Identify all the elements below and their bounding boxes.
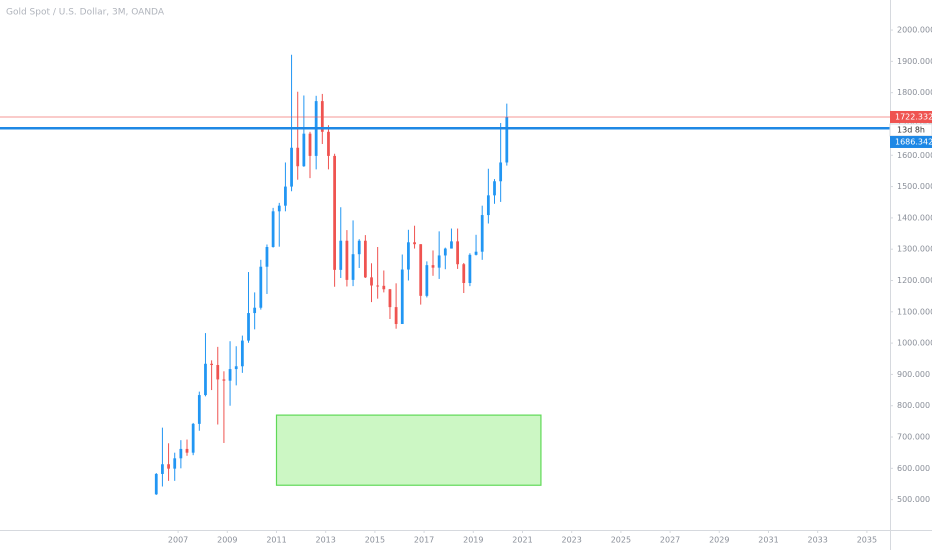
x-tick-label: 2025 bbox=[611, 536, 631, 545]
candle-body bbox=[431, 265, 435, 268]
candle-body bbox=[253, 307, 257, 314]
candle-body bbox=[185, 448, 189, 453]
candle-body bbox=[370, 277, 373, 286]
x-tick-label: 2011 bbox=[266, 536, 286, 545]
candle-body bbox=[407, 242, 410, 270]
candle-body bbox=[363, 240, 367, 278]
candle-body bbox=[394, 307, 398, 325]
candle-body bbox=[400, 269, 404, 325]
y-tick-label: 600.000 bbox=[897, 464, 930, 473]
x-tick-label: 2027 bbox=[660, 536, 680, 545]
x-tick-label: 2023 bbox=[562, 536, 582, 545]
candle-body bbox=[493, 181, 496, 196]
candle-body bbox=[505, 117, 509, 163]
candle-body bbox=[191, 423, 195, 453]
x-tick-label: 2007 bbox=[168, 536, 188, 545]
candle-body bbox=[351, 254, 355, 280]
candle-body bbox=[456, 241, 459, 265]
price-label-box bbox=[890, 110, 932, 123]
x-tick-label: 2021 bbox=[512, 536, 532, 545]
candle-body bbox=[327, 131, 330, 156]
candle-body bbox=[179, 448, 183, 459]
y-tick-label: 1800.000 bbox=[897, 88, 932, 97]
chart-title: Gold Spot / U.S. Dollar, 3M, OANDA bbox=[6, 8, 165, 18]
candle-body bbox=[450, 241, 453, 249]
candle-body bbox=[234, 366, 238, 370]
y-tick-label: 1900.000 bbox=[897, 57, 932, 66]
candle-body bbox=[240, 340, 244, 367]
price-label: 1722.332 bbox=[895, 112, 932, 121]
candle-body bbox=[345, 240, 349, 280]
candle-body bbox=[296, 147, 300, 167]
candle-body bbox=[216, 365, 220, 380]
x-tick-label: 2033 bbox=[807, 536, 827, 545]
candle-body bbox=[339, 240, 343, 270]
y-tick-label: 800.000 bbox=[897, 401, 930, 410]
x-tick-label: 2029 bbox=[709, 536, 729, 545]
y-tick-label: 900.000 bbox=[897, 370, 930, 379]
x-tick-label: 2015 bbox=[365, 536, 385, 545]
candle-body bbox=[413, 242, 416, 245]
candle-body bbox=[499, 162, 503, 182]
candle-body bbox=[462, 264, 466, 284]
candle-body bbox=[167, 464, 170, 469]
candle-body bbox=[210, 363, 213, 366]
y-tick-label: 700.000 bbox=[897, 433, 930, 442]
x-tick-label: 2017 bbox=[414, 536, 434, 545]
candle-body bbox=[222, 379, 226, 381]
y-tick-label: 1600.000 bbox=[897, 151, 932, 160]
candle-body bbox=[290, 147, 293, 187]
candle-body bbox=[154, 473, 158, 495]
candle-body bbox=[247, 313, 250, 341]
candle-body bbox=[474, 251, 478, 255]
x-tick-label: 2013 bbox=[316, 536, 336, 545]
x-tick-label: 2031 bbox=[758, 536, 778, 545]
candle-body bbox=[204, 363, 207, 396]
countdown-label: 13d 8h bbox=[897, 125, 925, 134]
candle-body bbox=[443, 248, 447, 256]
candle-body bbox=[302, 133, 306, 167]
x-tick-label: 2009 bbox=[217, 536, 237, 545]
price-label-box bbox=[890, 135, 932, 148]
zone bbox=[275, 414, 542, 486]
candle-body bbox=[259, 266, 263, 308]
y-tick-label: 1500.000 bbox=[897, 182, 932, 191]
price-label: 1686.342 bbox=[895, 137, 932, 146]
candle-body bbox=[376, 285, 380, 287]
y-tick-label: 1000.000 bbox=[897, 339, 932, 348]
candle-body bbox=[228, 369, 232, 381]
candle-body bbox=[480, 215, 484, 252]
candle-body bbox=[320, 101, 324, 132]
candle-body bbox=[419, 244, 423, 296]
candle-body bbox=[197, 395, 201, 424]
candle-body bbox=[382, 285, 386, 290]
y-tick-label: 1400.000 bbox=[897, 213, 932, 222]
candle-body bbox=[308, 133, 312, 156]
candle-body bbox=[265, 246, 269, 267]
candle-body bbox=[357, 240, 361, 255]
candle-body bbox=[161, 464, 164, 474]
x-tick-label: 2019 bbox=[463, 536, 483, 545]
candle-body bbox=[284, 186, 287, 206]
candle-body bbox=[388, 289, 392, 308]
x-tick-label: 2035 bbox=[857, 536, 877, 545]
candle-body bbox=[425, 265, 429, 296]
y-tick-label: 2000.000 bbox=[897, 26, 932, 35]
candle-body bbox=[468, 254, 472, 284]
candle-body bbox=[271, 211, 275, 247]
y-tick-label: 1100.000 bbox=[897, 307, 932, 316]
candle-body bbox=[437, 255, 441, 268]
candle-body bbox=[333, 155, 336, 270]
candle-body bbox=[277, 205, 281, 212]
candle-body bbox=[486, 195, 490, 216]
y-tick-label: 1300.000 bbox=[897, 245, 932, 254]
y-tick-label: 1200.000 bbox=[897, 276, 932, 285]
candle-body bbox=[173, 458, 177, 469]
y-tick-label: 500.000 bbox=[897, 495, 930, 504]
